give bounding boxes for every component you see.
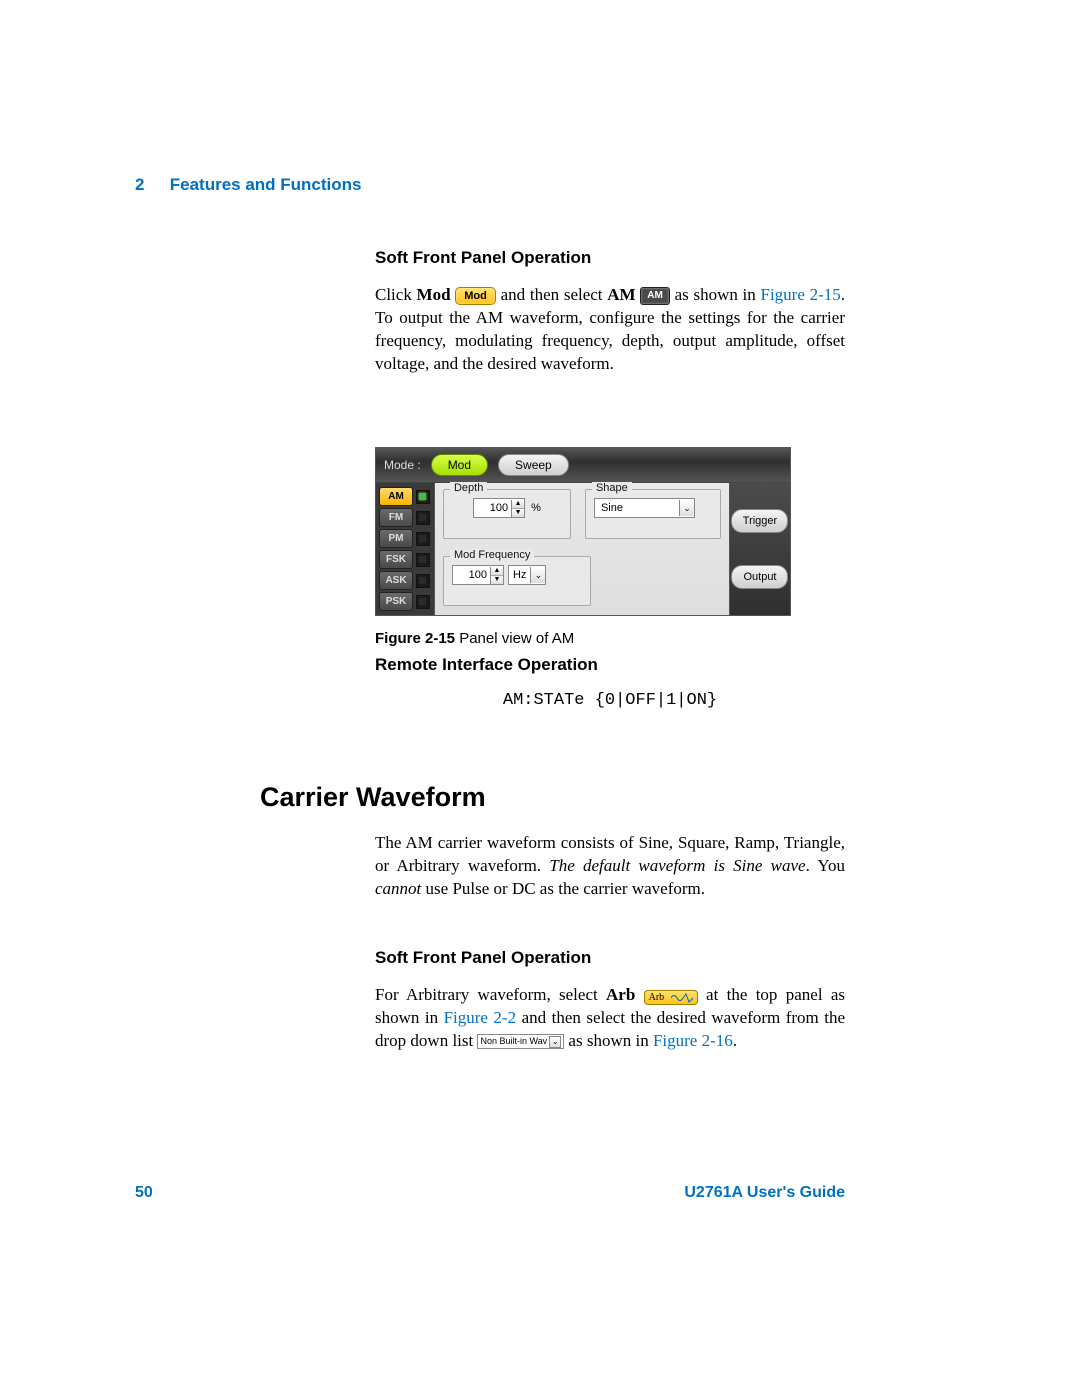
heading-soft-front-panel-1: Soft Front Panel Operation [375, 248, 845, 268]
text: . You [806, 856, 845, 875]
text: as shown in [675, 285, 761, 304]
italic-cannot: cannot [375, 879, 421, 898]
tab-pm[interactable]: PM [379, 529, 413, 548]
mode-sweep-button[interactable]: Sweep [498, 454, 569, 476]
chapter-number: 2 [135, 175, 165, 195]
label-depth: Depth [450, 482, 487, 494]
led-fm [416, 511, 430, 525]
text: . [733, 1031, 737, 1050]
paragraph-sfp-2: For Arbitrary waveform, select Arb Arb a… [375, 984, 845, 1053]
link-figure-2-15[interactable]: Figure 2-15 [761, 285, 841, 304]
led-psk [416, 595, 430, 609]
mode-bar: Mode : Mod Sweep [376, 448, 790, 483]
mode-label: Mode : [384, 458, 421, 472]
text: use Pulse or DC as the carrier waveform. [421, 879, 705, 898]
depth-spinner[interactable]: 100 ▲▼ [473, 498, 525, 518]
text: Click [375, 285, 417, 304]
tab-fm[interactable]: FM [379, 508, 413, 527]
figure-label: Figure 2-15 [375, 630, 455, 647]
output-button[interactable]: Output [731, 565, 788, 589]
text: as shown in [564, 1031, 653, 1050]
settings-area: Depth 100 ▲▼ % Shape [435, 483, 729, 615]
spin-down-icon[interactable]: ▼ [491, 576, 503, 584]
led-am [416, 490, 430, 504]
arb-chip-label: Arb [649, 992, 665, 1003]
waveform-dropdown-icon: Non Built-in Wav⌄ [477, 1034, 564, 1049]
arb-chip-icon: Arb [644, 990, 698, 1005]
scpi-command: AM:STATe {0|OFF|1|ON} [375, 691, 845, 710]
chapter-title: Features and Functions [170, 175, 362, 194]
figure-caption: Figure 2-15 Panel view of AM [375, 630, 845, 647]
text: For Arbitrary waveform, select [375, 985, 606, 1004]
led-ask [416, 574, 430, 588]
italic-default: The default waveform is Sine wave [549, 856, 805, 875]
right-buttons: Trigger Output [729, 483, 790, 615]
label-modfreq: Mod Frequency [450, 549, 534, 561]
am-chip-icon: AM [640, 287, 670, 305]
footer-guide-title: U2761A User's Guide [684, 1184, 845, 1202]
text: and then select [501, 285, 608, 304]
soft-front-panel: Mode : Mod Sweep AM FM PM FSK ASK PSK De… [375, 447, 791, 616]
group-depth: Depth 100 ▲▼ % [443, 489, 571, 539]
page-number: 50 [135, 1184, 153, 1202]
tab-fsk[interactable]: FSK [379, 550, 413, 569]
led-pm [416, 532, 430, 546]
mode-mod-button[interactable]: Mod [431, 454, 488, 476]
paragraph-sfp-1: Click Mod Mod and then select AM AM as s… [375, 284, 845, 376]
modfreq-spinner[interactable]: 100 ▲▼ [452, 565, 504, 585]
led-fsk [416, 553, 430, 567]
figure-2-15: Mode : Mod Sweep AM FM PM FSK ASK PSK De… [375, 447, 845, 647]
shape-select[interactable]: Sine ⌄ [594, 498, 695, 518]
modfreq-unit-select[interactable]: Hz ⌄ [508, 565, 546, 585]
bold-am: AM [607, 285, 635, 304]
trigger-button[interactable]: Trigger [731, 509, 788, 533]
chevron-down-icon[interactable]: ⌄ [530, 567, 545, 583]
mod-chip-icon: Mod [455, 287, 496, 305]
figure-caption-text: Panel view of AM [455, 630, 574, 647]
link-figure-2-2[interactable]: Figure 2-2 [444, 1008, 517, 1027]
tab-ask[interactable]: ASK [379, 571, 413, 590]
label-shape: Shape [592, 482, 632, 494]
chapter-header: 2 Features and Functions [135, 175, 361, 195]
dropdown-text: Non Built-in Wav [480, 1036, 547, 1046]
bold-arb: Arb [606, 985, 635, 1004]
modulation-tabs: AM FM PM FSK ASK PSK [376, 483, 435, 615]
link-figure-2-16[interactable]: Figure 2-16 [653, 1031, 733, 1050]
depth-value: 100 [474, 502, 511, 514]
chevron-down-icon: ⌄ [549, 1036, 561, 1048]
paragraph-carrier: The AM carrier waveform consists of Sine… [375, 832, 845, 901]
chevron-down-icon[interactable]: ⌄ [679, 500, 694, 516]
spin-down-icon[interactable]: ▼ [512, 509, 524, 517]
bold-mod: Mod [417, 285, 451, 304]
heading-carrier-waveform: Carrier Waveform [260, 782, 486, 813]
spin-up-icon[interactable]: ▲ [512, 500, 524, 509]
spin-up-icon[interactable]: ▲ [491, 567, 503, 576]
modfreq-unit: Hz [509, 569, 530, 581]
depth-unit: % [531, 502, 541, 514]
group-shape: Shape Sine ⌄ [585, 489, 721, 539]
heading-soft-front-panel-2: Soft Front Panel Operation [375, 948, 845, 968]
group-modfreq: Mod Frequency 100 ▲▼ Hz ⌄ [443, 556, 591, 606]
modfreq-value: 100 [453, 569, 490, 581]
heading-remote-interface: Remote Interface Operation [375, 655, 845, 675]
shape-value: Sine [595, 502, 679, 514]
tab-psk[interactable]: PSK [379, 592, 413, 611]
tab-am[interactable]: AM [379, 487, 413, 506]
